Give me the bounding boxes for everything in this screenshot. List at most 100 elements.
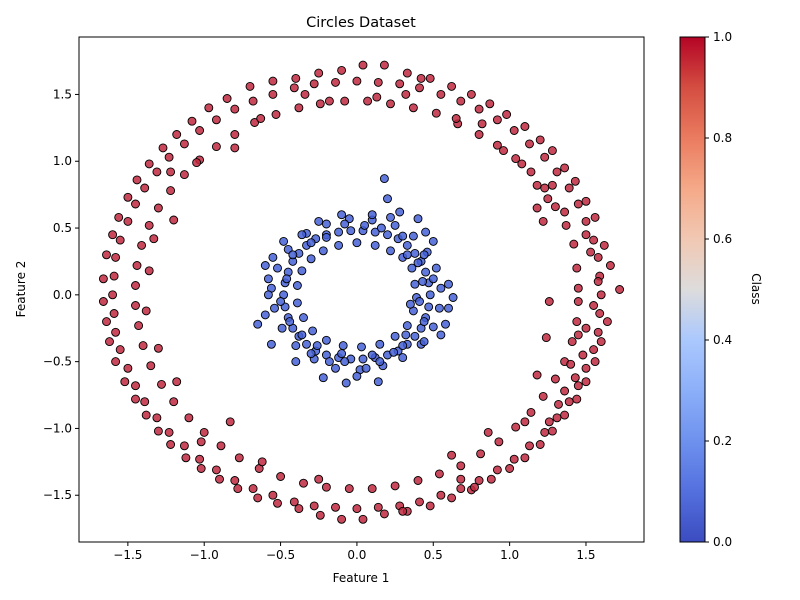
- data-point-class-1: [547, 146, 557, 156]
- data-point-class-1: [273, 498, 282, 508]
- colorbar-tick-label: 0.4: [713, 333, 732, 347]
- data-point-class-1: [386, 99, 395, 109]
- data-point-class-1: [520, 417, 530, 427]
- data-point-class-0: [268, 252, 278, 262]
- data-point-class-0: [292, 298, 302, 308]
- data-point-class-0: [352, 238, 362, 248]
- data-point-class-1: [538, 216, 548, 226]
- data-point-class-1: [540, 183, 550, 193]
- data-point-class-1: [211, 115, 221, 125]
- data-point-class-0: [402, 250, 412, 260]
- data-point-class-0: [312, 341, 322, 351]
- data-point-class-0: [288, 250, 298, 260]
- data-point-class-1: [447, 493, 457, 503]
- data-point-class-1: [340, 96, 350, 106]
- data-point-class-1: [358, 60, 368, 70]
- data-point-class-0: [263, 290, 273, 300]
- data-point-class-1: [169, 215, 179, 225]
- data-point-class-1: [605, 261, 615, 270]
- data-point-class-1: [105, 337, 114, 347]
- data-point-class-1: [550, 374, 560, 384]
- data-point-class-1: [602, 317, 612, 327]
- data-point-class-0: [297, 230, 307, 240]
- data-point-class-1: [593, 277, 603, 286]
- data-point-class-1: [483, 427, 493, 437]
- data-point-class-1: [363, 96, 373, 106]
- data-point-class-1: [535, 440, 545, 449]
- data-point-class-1: [115, 235, 125, 245]
- data-point-class-1: [395, 79, 405, 89]
- data-point-class-1: [486, 474, 496, 484]
- data-point-class-1: [315, 99, 325, 109]
- data-point-class-1: [358, 514, 368, 524]
- data-point-class-0: [292, 281, 302, 290]
- data-point-class-0: [260, 261, 270, 270]
- data-point-class-0: [352, 371, 362, 381]
- data-point-class-1: [211, 142, 221, 152]
- data-point-class-1: [337, 514, 347, 524]
- data-point-class-0: [367, 210, 377, 220]
- data-point-class-1: [111, 252, 121, 262]
- data-point-class-1: [525, 139, 534, 149]
- data-point-class-0: [376, 223, 386, 233]
- data-point-class-0: [410, 331, 420, 341]
- data-point-class-0: [436, 330, 446, 340]
- data-point-class-1: [408, 103, 418, 113]
- data-point-class-1: [141, 410, 151, 420]
- data-point-class-1: [590, 357, 600, 367]
- data-point-class-1: [485, 99, 495, 109]
- data-point-class-1: [140, 183, 150, 193]
- data-point-class-1: [109, 271, 119, 281]
- data-point-class-1: [477, 119, 487, 129]
- data-point-class-0: [390, 220, 400, 230]
- data-point-class-1: [590, 212, 600, 222]
- data-point-class-0: [282, 274, 292, 284]
- data-point-class-0: [277, 323, 287, 333]
- x-axis-label: Feature 1: [333, 571, 390, 585]
- data-point-class-1: [544, 297, 554, 306]
- x-tick-label: 1.5: [576, 548, 595, 562]
- y-axis-ticks: −1.5 −1.0 −0.5 0.0 0.5 1.0 1.5: [43, 87, 79, 502]
- data-point-class-1: [511, 422, 521, 432]
- data-point-class-1: [152, 413, 162, 423]
- data-point-class-1: [466, 89, 476, 99]
- x-tick-label: −1.5: [113, 548, 142, 562]
- colorbar-label: Class: [749, 273, 763, 305]
- data-point-class-1: [314, 68, 324, 78]
- data-point-class-1: [230, 130, 240, 139]
- data-point-class-1: [596, 290, 606, 300]
- data-point-class-1: [109, 309, 119, 318]
- data-point-class-1: [138, 341, 148, 351]
- colorbar-tick-label: 0.0: [713, 535, 732, 549]
- y-tick-label: 1.5: [53, 87, 72, 101]
- data-point-class-1: [144, 159, 154, 169]
- data-point-class-1: [367, 484, 377, 494]
- data-point-class-0: [418, 277, 428, 286]
- data-point-class-0: [370, 240, 380, 250]
- data-point-class-1: [294, 504, 304, 514]
- data-point-class-1: [331, 502, 340, 512]
- data-point-class-1: [570, 176, 580, 186]
- data-point-class-1: [131, 301, 140, 310]
- data-point-class-1: [573, 199, 583, 209]
- data-point-class-1: [131, 199, 140, 209]
- data-point-class-0: [357, 342, 366, 352]
- data-point-class-1: [166, 167, 176, 177]
- data-point-class-1: [390, 481, 400, 491]
- data-point-class-1: [314, 474, 324, 484]
- data-point-class-1: [552, 413, 562, 423]
- data-point-class-0: [428, 322, 438, 332]
- data-point-class-1: [153, 343, 163, 353]
- data-point-class-1: [102, 317, 111, 327]
- data-point-class-1: [474, 476, 484, 485]
- data-point-class-0: [279, 236, 289, 246]
- data-point-class-1: [248, 484, 258, 494]
- data-point-class-1: [123, 192, 133, 202]
- data-point-class-1: [230, 476, 240, 485]
- data-point-class-0: [398, 353, 408, 363]
- data-point-class-1: [250, 118, 260, 127]
- data-point-class-1: [509, 126, 519, 135]
- data-point-class-0: [419, 317, 429, 327]
- data-point-class-1: [456, 461, 466, 471]
